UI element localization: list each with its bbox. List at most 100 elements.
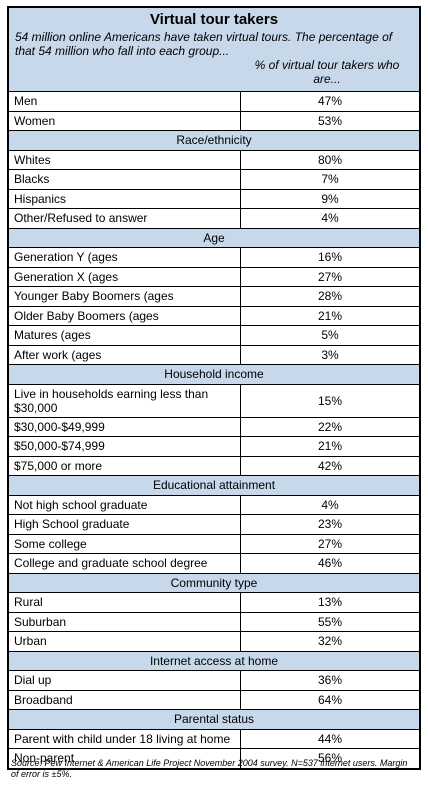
row-label: Rural bbox=[9, 592, 241, 612]
row-label: Urban bbox=[9, 631, 241, 651]
row-value: 22% bbox=[240, 416, 419, 437]
section-header-label: Internet access at home bbox=[9, 650, 419, 671]
table-intro: 54 million online Americans have taken v… bbox=[15, 30, 393, 58]
row-value: 27% bbox=[240, 533, 419, 554]
section-header-row: Community type bbox=[9, 572, 419, 593]
table-title: Virtual tour takers bbox=[149, 11, 279, 28]
table-row: Younger Baby Boomers (ages 28% bbox=[9, 286, 419, 306]
row-label: Other/Refused to answer bbox=[9, 208, 241, 228]
table-row: $75,000 or more 42% bbox=[9, 455, 419, 476]
row-label: After work (ages bbox=[9, 344, 241, 365]
row-value: 46% bbox=[240, 553, 419, 573]
table-row: Older Baby Boomers (ages 21% bbox=[9, 305, 419, 326]
row-label: Blacks bbox=[9, 169, 241, 189]
row-value: 28% bbox=[240, 286, 419, 306]
table-row: Generation Y (ages 16% bbox=[9, 247, 419, 267]
row-value: 7% bbox=[240, 169, 419, 189]
table-row: Matures (ages 5% bbox=[9, 325, 419, 345]
table-header: Virtual tour takers 54 million online Am… bbox=[9, 8, 419, 92]
table-row: Live in households earning less than $30… bbox=[9, 383, 419, 417]
table-row: Broadband 64% bbox=[9, 689, 419, 710]
table-row: $50,000-$74,999 21% bbox=[9, 436, 419, 456]
table-row: Parent with child under 18 living at hom… bbox=[9, 728, 419, 749]
data-table: Men 47% Women 53% Race/ethnicity Whites 80% Bla… bbox=[9, 92, 419, 768]
table-row: Rural 13% bbox=[9, 592, 419, 612]
row-label: High School graduate bbox=[9, 514, 241, 534]
row-value: 21% bbox=[240, 305, 419, 326]
table-row: Hispanics 9% bbox=[9, 188, 419, 209]
table-row: Not high school graduate 4% bbox=[9, 494, 419, 515]
row-value: 3% bbox=[240, 344, 419, 365]
row-value: 21% bbox=[240, 436, 419, 456]
row-value: 5% bbox=[240, 325, 419, 345]
section-header-row: Internet access at home bbox=[9, 650, 419, 671]
table-body: Men 47% Women 53% Race/ethnicity Whites 80% Bla… bbox=[9, 92, 419, 768]
row-label: Dial up bbox=[9, 670, 241, 690]
row-value: 56% bbox=[240, 748, 419, 768]
row-label: Whites bbox=[9, 149, 241, 170]
row-label: $50,000-$74,999 bbox=[9, 436, 241, 456]
table-row: Some college 27% bbox=[9, 533, 419, 554]
row-label: Matures (ages bbox=[9, 325, 241, 345]
row-label: Older Baby Boomers (ages bbox=[9, 305, 241, 326]
row-value: 36% bbox=[240, 670, 419, 690]
table-row: Generation X (ages 27% bbox=[9, 266, 419, 287]
table-row: College and graduate school degree 46% bbox=[9, 553, 419, 573]
table-row: Non-parent 56% bbox=[9, 748, 419, 768]
row-value: 80% bbox=[240, 149, 419, 170]
row-value: 53% bbox=[240, 110, 419, 131]
source-note: Source: Pew Internet & American Life Pro… bbox=[11, 758, 408, 779]
row-label: $30,000-$49,999 bbox=[9, 416, 241, 437]
section-header-label: Age bbox=[9, 227, 419, 248]
row-label: Some college bbox=[9, 533, 241, 554]
row-label: Parent with child under 18 living at hom… bbox=[9, 728, 241, 749]
table-row: Blacks 7% bbox=[9, 169, 419, 189]
virtual-tour-table-frame: Virtual tour takers 54 million online Am… bbox=[7, 6, 421, 770]
row-value: 9% bbox=[240, 188, 419, 209]
section-header-label: Parental status bbox=[9, 709, 419, 729]
row-label: Younger Baby Boomers (ages bbox=[9, 286, 241, 306]
row-value: 44% bbox=[240, 728, 419, 749]
column-header: % of virtual tour takers who are... bbox=[254, 58, 400, 86]
table-row: $30,000-$49,999 22% bbox=[9, 416, 419, 437]
table-row: High School graduate 23% bbox=[9, 514, 419, 534]
row-value: 4% bbox=[240, 494, 419, 515]
row-value: 4% bbox=[240, 208, 419, 228]
row-label: Broadband bbox=[9, 689, 241, 710]
row-label: Generation X (ages bbox=[9, 266, 241, 287]
row-value: 32% bbox=[240, 631, 419, 651]
row-value: 27% bbox=[240, 266, 419, 287]
row-label: Men bbox=[9, 92, 241, 111]
row-label: Women bbox=[9, 110, 241, 131]
table-row: Women 53% bbox=[9, 110, 419, 131]
row-label: Live in households earning less than $30… bbox=[9, 383, 241, 417]
row-value: 15% bbox=[240, 383, 419, 417]
row-value: 47% bbox=[317, 94, 343, 109]
table-row: Whites 80% bbox=[9, 149, 419, 170]
section-header-row: Age bbox=[9, 227, 419, 248]
table-row: After work (ages 3% bbox=[9, 344, 419, 365]
row-value: 55% bbox=[240, 611, 419, 632]
section-header-row: Household income bbox=[9, 364, 419, 384]
section-header-row: Parental status bbox=[9, 709, 419, 729]
section-header-row: Educational attainment bbox=[9, 475, 419, 495]
row-value: 23% bbox=[240, 514, 419, 534]
section-header-label: Educational attainment bbox=[9, 475, 419, 495]
row-label: Hispanics bbox=[9, 188, 241, 209]
table-row: Suburban 55% bbox=[9, 611, 419, 632]
row-label: Generation Y (ages bbox=[9, 247, 241, 267]
row-label: $75,000 or more bbox=[9, 455, 241, 476]
row-value: 42% bbox=[240, 455, 419, 476]
row-label: Non-parent bbox=[9, 748, 241, 768]
row-label: Not high school graduate bbox=[9, 494, 241, 515]
row-value: 16% bbox=[240, 247, 419, 267]
table-row: Other/Refused to answer 4% bbox=[9, 208, 419, 228]
table-row: Dial up 36% bbox=[9, 670, 419, 690]
section-header-label: Household income bbox=[9, 364, 419, 384]
row-label: Suburban bbox=[9, 611, 241, 632]
section-header-label: Community type bbox=[9, 572, 419, 593]
section-header-label: Race/ethnicity bbox=[9, 130, 419, 150]
table-row: Urban 32% bbox=[9, 631, 419, 651]
row-label: College and graduate school degree bbox=[9, 553, 241, 573]
row-value: 13% bbox=[240, 592, 419, 612]
